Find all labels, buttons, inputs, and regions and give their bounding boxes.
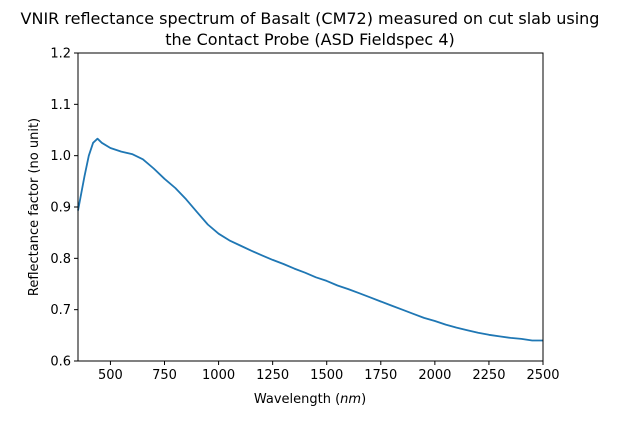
y-axis-label: Reflectance factor (no unit): [27, 118, 42, 296]
x-tick-label: 2250: [472, 368, 505, 383]
x-tick-label: 1250: [256, 368, 289, 383]
y-tick-label: 1.0: [50, 149, 71, 164]
y-tick-label: 0.8: [50, 252, 71, 267]
x-tick-label: 750: [152, 368, 177, 383]
x-tick-label: 2500: [526, 368, 559, 383]
y-tick-label: 1.1: [50, 98, 71, 113]
y-tick-label: 0.9: [50, 201, 71, 216]
x-axis-label: Wavelength (nm): [254, 392, 366, 407]
plot-frame: [77, 52, 544, 362]
x-tick-label: 1500: [310, 368, 343, 383]
x-tick-label: 1000: [202, 368, 235, 383]
spectrum-line: [77, 137, 543, 342]
y-tick-label: 0.6: [50, 355, 71, 370]
x-tick-label: 500: [98, 368, 123, 383]
x-tick-label: 2000: [418, 368, 451, 383]
chart-title-line2: the Contact Probe (ASD Fieldspec 4): [165, 30, 454, 49]
y-tick-label: 1.2: [50, 47, 71, 62]
y-tick-label: 0.7: [50, 303, 71, 318]
chart-title-line1: VNIR reflectance spectrum of Basalt (CM7…: [21, 9, 600, 28]
x-tick-label: 1750: [364, 368, 397, 383]
